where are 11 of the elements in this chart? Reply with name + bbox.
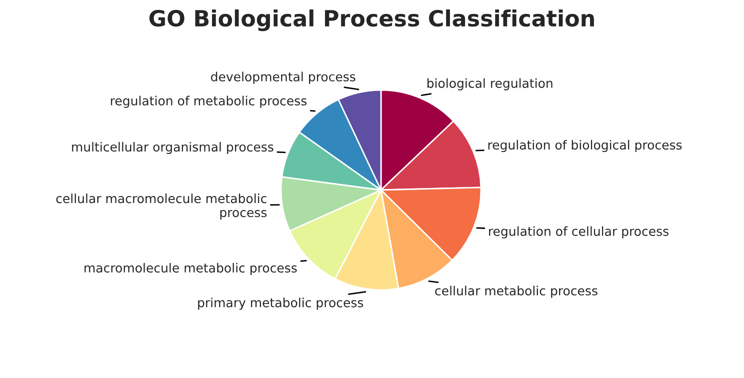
slice-label: developmental process (211, 72, 356, 84)
slice-label: regulation of metabolic process (110, 96, 307, 108)
slice-label: biological regulation (427, 78, 552, 90)
slice-label: macromolecule metabolic process (84, 262, 297, 276)
chart-title: GO Biological Process Classification (149, 9, 594, 32)
slice-label: regulation of biological process (488, 140, 682, 152)
slice-label: cellular macromolecule metabolic process (56, 194, 267, 220)
slice-label: primary metabolic process (198, 298, 364, 310)
slice-label: regulation of cellular process (489, 226, 668, 238)
slice-label: cellular metabolic process (435, 286, 598, 298)
slice-label: multicellular organismal process (72, 142, 274, 154)
